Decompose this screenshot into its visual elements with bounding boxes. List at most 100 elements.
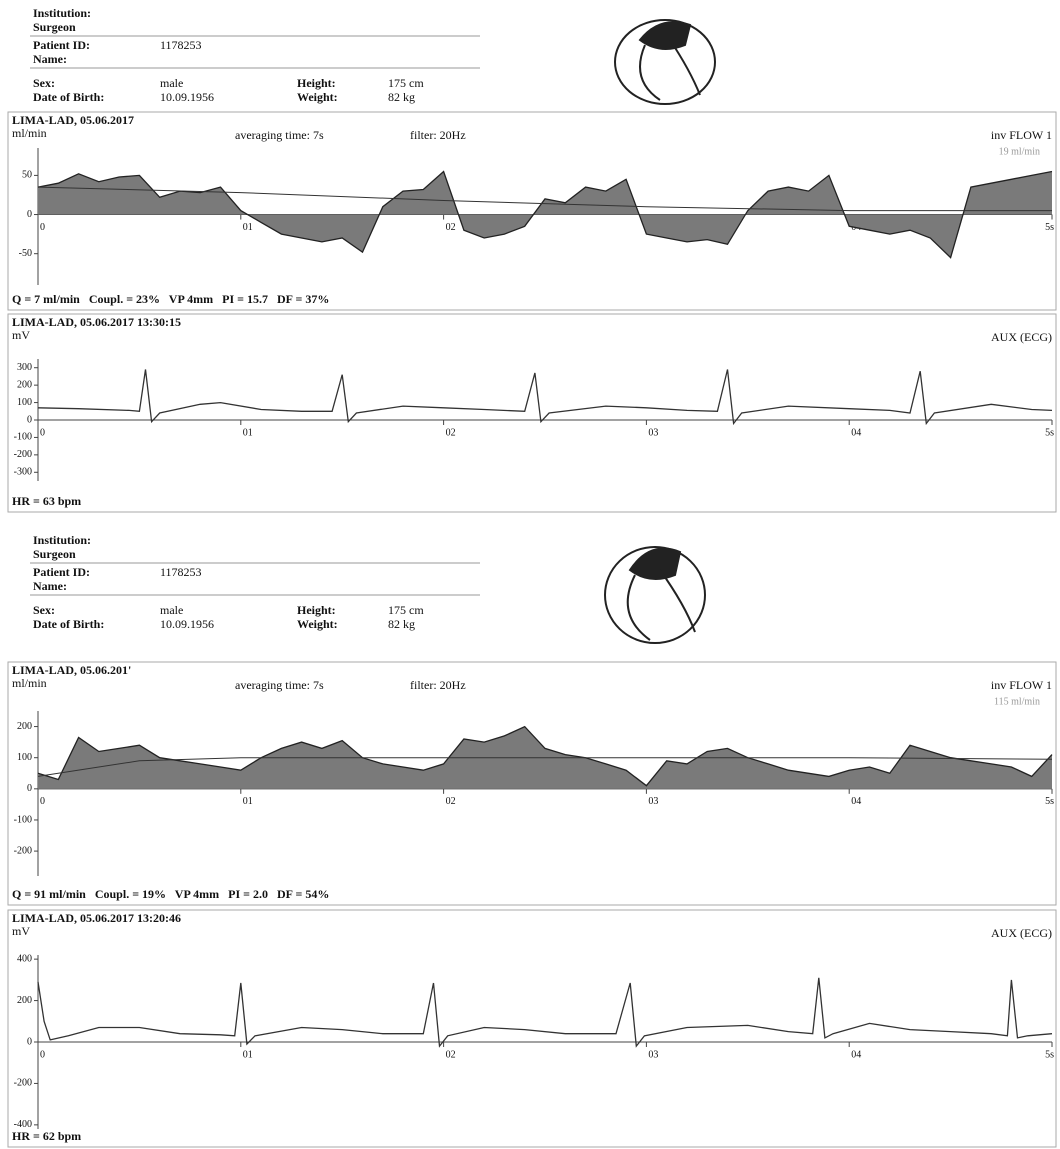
field-value: 1178253 xyxy=(160,38,202,52)
y-tick-label: 200 xyxy=(17,379,32,390)
field-label: Institution: xyxy=(33,533,91,547)
averaging-label: averaging time: 7s xyxy=(235,128,324,142)
chart-title: LIMA-LAD, 05.06.2017 13:30:15 xyxy=(12,315,181,329)
chart-title: LIMA-LAD, 05.06.2017 xyxy=(12,113,134,127)
y-tick-label: -200 xyxy=(14,1078,32,1089)
y-tick-label: -300 xyxy=(14,467,32,478)
field-label: Sex: xyxy=(33,76,55,90)
heart-vessel xyxy=(640,22,690,49)
trace-line xyxy=(38,370,1052,424)
field-label: Name: xyxy=(33,579,67,593)
x-tick-label: 03 xyxy=(648,796,658,807)
x-tick-label: 5s xyxy=(1045,222,1054,233)
y-axis-label: mV xyxy=(12,328,30,342)
y-tick-label: 0 xyxy=(27,414,32,425)
y-tick-label: 100 xyxy=(17,752,32,763)
x-tick-label: 02 xyxy=(446,222,456,233)
averaging-label: averaging time: 7s xyxy=(235,678,324,692)
field-label: Surgeon xyxy=(33,547,76,561)
field-value: 10.09.1956 xyxy=(160,90,214,104)
field-label: Name: xyxy=(33,52,67,66)
x-tick-label: 01 xyxy=(243,796,253,807)
field-label: Surgeon xyxy=(33,20,76,34)
field-value: 1178253 xyxy=(160,565,202,579)
x-tick-label: 0 xyxy=(40,427,45,438)
x-tick-label: 5s xyxy=(1045,427,1054,438)
x-tick-label: 0 xyxy=(40,1049,45,1060)
field-label: Patient ID: xyxy=(33,565,90,579)
panel xyxy=(8,314,1056,512)
y-axis-label: ml/min xyxy=(12,676,47,690)
x-tick-label: 04 xyxy=(851,1049,861,1060)
x-tick-label: 0 xyxy=(40,222,45,233)
channel-label: AUX (ECG) xyxy=(991,330,1052,344)
y-tick-label: -100 xyxy=(14,814,32,825)
trace-line xyxy=(38,978,1052,1046)
summary: Q = 7 ml/min Coupl. = 23% VP 4mm PI = 15… xyxy=(12,292,329,306)
heart-vessel xyxy=(630,549,680,579)
x-tick-label: 02 xyxy=(446,427,456,438)
field-label: Height: xyxy=(297,603,336,617)
y-tick-label: 400 xyxy=(17,953,32,964)
field-value: male xyxy=(160,76,183,90)
filter-label: filter: 20Hz xyxy=(410,678,466,692)
field-label: Sex: xyxy=(33,603,55,617)
y-tick-label: 50 xyxy=(22,170,32,181)
y-axis-label: mV xyxy=(12,924,30,938)
y-tick-label: -200 xyxy=(14,449,32,460)
heart-icon xyxy=(615,20,715,104)
x-tick-label: 0 xyxy=(40,796,45,807)
page: Institution:SurgeonPatient ID:1178253Nam… xyxy=(0,0,1060,1149)
y-tick-label: 0 xyxy=(27,209,32,220)
field-label: Weight: xyxy=(297,617,338,631)
scale-note: 115 ml/min xyxy=(994,696,1040,707)
field-label: Institution: xyxy=(33,6,91,20)
y-tick-label: 300 xyxy=(17,362,32,373)
channel-label: AUX (ECG) xyxy=(991,926,1052,940)
field-label: Date of Birth: xyxy=(33,90,104,104)
heart-icon xyxy=(605,547,705,643)
field-value: 82 kg xyxy=(388,617,415,631)
x-tick-label: 03 xyxy=(648,1049,658,1060)
filter-label: filter: 20Hz xyxy=(410,128,466,142)
y-tick-label: 200 xyxy=(17,721,32,732)
field-label: Weight: xyxy=(297,90,338,104)
x-tick-label: 01 xyxy=(243,427,253,438)
field-value: 175 cm xyxy=(388,76,424,90)
x-tick-label: 01 xyxy=(243,222,253,233)
report-sheet: Institution:SurgeonPatient ID:1178253Nam… xyxy=(0,0,1060,1149)
y-tick-label: 0 xyxy=(27,783,32,794)
field-label: Date of Birth: xyxy=(33,617,104,631)
field-value: 10.09.1956 xyxy=(160,617,214,631)
chart-title: LIMA-LAD, 05.06.201' xyxy=(12,663,131,677)
field-value: 82 kg xyxy=(388,90,415,104)
field-value: male xyxy=(160,603,183,617)
x-tick-label: 02 xyxy=(446,796,456,807)
summary: HR = 62 bpm xyxy=(12,1129,81,1143)
x-tick-label: 03 xyxy=(648,427,658,438)
field-label: Patient ID: xyxy=(33,38,90,52)
field-label: Height: xyxy=(297,76,336,90)
channel-label: inv FLOW 1 xyxy=(991,678,1052,692)
y-tick-label: -100 xyxy=(14,432,32,443)
y-tick-label: -400 xyxy=(14,1119,32,1130)
x-tick-label: 02 xyxy=(446,1049,456,1060)
y-tick-label: -200 xyxy=(14,845,32,856)
summary: Q = 91 ml/min Coupl. = 19% VP 4mm PI = 2… xyxy=(12,887,329,901)
y-tick-label: 200 xyxy=(17,995,32,1006)
field-value: 175 cm xyxy=(388,603,424,617)
channel-label: inv FLOW 1 xyxy=(991,128,1052,142)
x-tick-label: 01 xyxy=(243,1049,253,1060)
x-tick-label: 04 xyxy=(851,427,861,438)
x-tick-label: 5s xyxy=(1045,796,1054,807)
x-tick-label: 04 xyxy=(851,796,861,807)
x-tick-label: 5s xyxy=(1045,1049,1054,1060)
y-tick-label: 0 xyxy=(27,1036,32,1047)
heart-artery xyxy=(628,570,695,640)
summary: HR = 63 bpm xyxy=(12,494,81,508)
chart-title: LIMA-LAD, 05.06.2017 13:20:46 xyxy=(12,911,181,925)
scale-note: 19 ml/min xyxy=(999,146,1040,157)
y-axis-label: ml/min xyxy=(12,126,47,140)
y-tick-label: -50 xyxy=(19,248,32,259)
y-tick-label: 100 xyxy=(17,397,32,408)
